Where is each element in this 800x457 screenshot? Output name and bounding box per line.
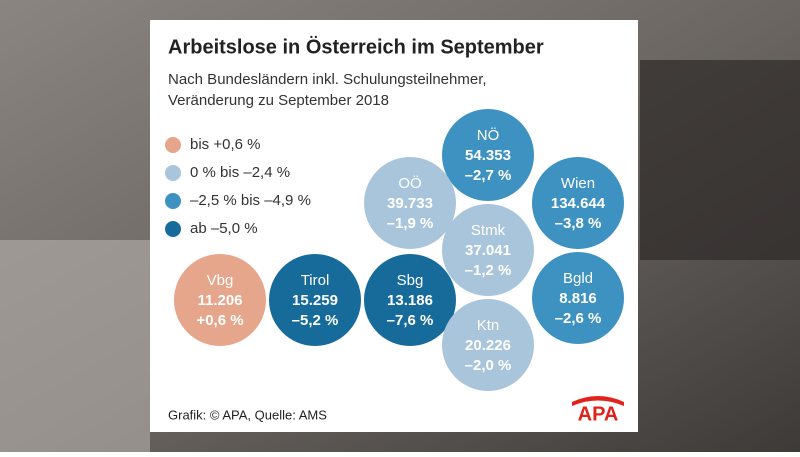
region-circle <box>364 157 456 249</box>
region-value: 39.733 <box>387 195 433 212</box>
region-change: –3,8 % <box>555 215 602 232</box>
region-change: –1,9 % <box>387 215 434 232</box>
legend-dot <box>165 165 181 181</box>
legend-label: ab –5,0 % <box>190 220 258 237</box>
region-circle <box>442 109 534 201</box>
region-circle <box>442 204 534 296</box>
region-value: 11.206 <box>197 292 242 309</box>
region-change: –2,0 % <box>465 357 512 374</box>
region-change: –7,6 % <box>387 312 434 329</box>
logo-swoosh <box>572 396 624 406</box>
background-blur <box>640 60 800 260</box>
legend-dot <box>165 193 181 209</box>
region-name: Wien <box>561 175 595 192</box>
legend-dot <box>165 221 181 237</box>
region-name: Ktn <box>477 317 500 334</box>
legend-dot <box>165 137 181 153</box>
region-value: 13.186 <box>387 292 433 309</box>
background-blur <box>0 240 150 452</box>
region-name: Tirol <box>301 272 330 289</box>
region-circle <box>174 254 266 346</box>
region-name: OÖ <box>398 174 421 192</box>
region-name: Vbg <box>207 272 234 289</box>
legend-label: bis +0,6 % <box>190 136 260 153</box>
region-circle <box>532 157 624 249</box>
region-circle <box>364 254 456 346</box>
region-value: 37.041 <box>465 242 511 259</box>
region-name: Stmk <box>471 222 506 239</box>
region-name: NÖ <box>477 126 500 144</box>
legend-label: 0 % bis –2,4 % <box>190 164 290 181</box>
region-change: +0,6 % <box>196 312 243 329</box>
region-change: –2,7 % <box>465 167 512 184</box>
region-value: 54.353 <box>465 147 511 164</box>
region-value: 15.259 <box>292 292 338 309</box>
region-value: 20.226 <box>465 337 511 354</box>
subtitle: Veränderung zu September 2018 <box>168 92 389 109</box>
region-name: Sbg <box>397 272 424 289</box>
region-circle <box>442 299 534 391</box>
region-change: –5,2 % <box>292 312 339 329</box>
region-circle <box>269 254 361 346</box>
legend-label: –2,5 % bis –4,9 % <box>190 192 311 209</box>
region-change: –2,6 % <box>555 310 602 327</box>
logo: APA <box>578 403 619 425</box>
region-value: 8.816 <box>559 290 597 307</box>
region-circle <box>532 252 624 344</box>
region-value: 134.644 <box>551 195 606 212</box>
subtitle: Nach Bundesländern inkl. Schulungsteilne… <box>168 71 487 88</box>
region-change: –1,2 % <box>465 262 512 279</box>
source: Grafik: © APA, Quelle: AMS <box>168 407 327 422</box>
region-name: Bgld <box>563 270 593 287</box>
title: Arbeitslose in Österreich im September <box>168 35 544 58</box>
